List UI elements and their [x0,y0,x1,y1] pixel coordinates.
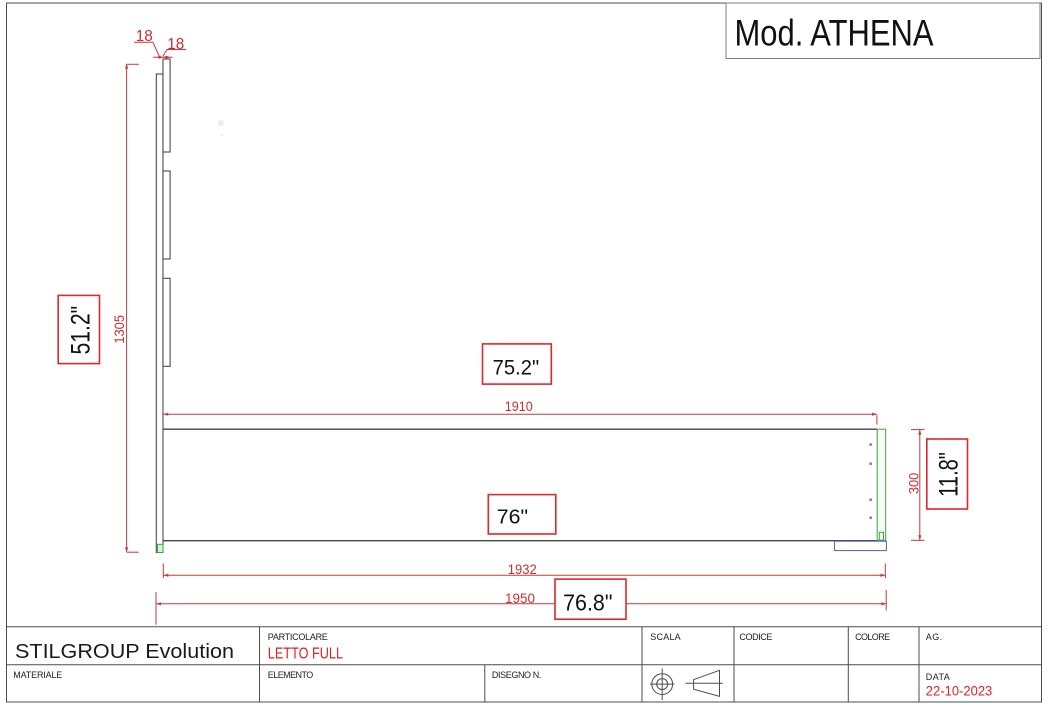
svg-text:ELEMENTO: ELEMENTO [268,670,314,680]
svg-text:AG.: AG. [926,632,943,642]
svg-text:STILGROUP Evolution: STILGROUP Evolution [15,640,234,663]
svg-text:18: 18 [167,36,184,53]
svg-text:1305: 1305 [111,315,127,344]
svg-text:1932: 1932 [508,561,537,577]
svg-text:DATA: DATA [926,672,950,682]
svg-text:22-10-2023: 22-10-2023 [926,683,993,699]
svg-text:MATERIALE: MATERIALE [13,670,62,680]
svg-text:1910: 1910 [505,398,533,414]
svg-text:300: 300 [906,472,922,494]
svg-text:LETTO FULL: LETTO FULL [268,645,343,662]
svg-text:11.8": 11.8" [933,452,963,497]
svg-text:DISEGNO N.: DISEGNO N. [492,670,542,680]
svg-text:51.2": 51.2" [65,306,95,355]
svg-text:PARTICOLARE: PARTICOLARE [268,632,328,642]
svg-text:75.2": 75.2" [493,354,540,379]
svg-text:CODICE: CODICE [739,632,772,642]
svg-text:1950: 1950 [505,590,535,606]
svg-text:18: 18 [136,28,153,45]
svg-text:COLORE: COLORE [855,632,890,642]
svg-text:Mod. ATHENA: Mod. ATHENA [735,12,934,54]
svg-text:76.8": 76.8" [563,589,612,615]
svg-text:SCALA: SCALA [650,632,680,642]
svg-text:76": 76" [497,506,528,529]
